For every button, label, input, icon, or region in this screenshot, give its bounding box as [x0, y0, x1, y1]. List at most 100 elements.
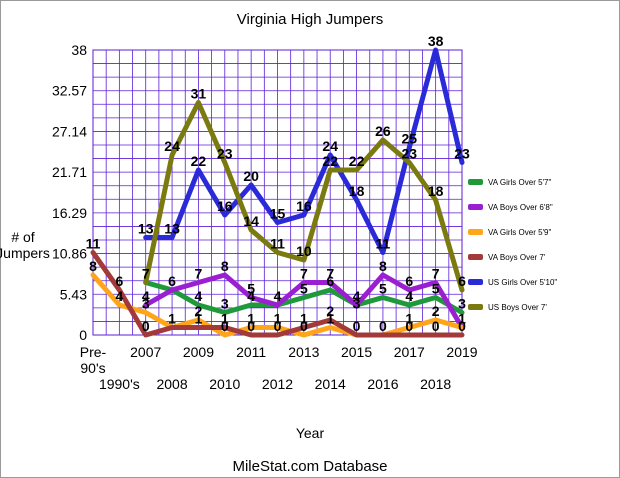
series-line	[143, 100, 465, 293]
data-label: 22	[349, 153, 365, 169]
data-label: 1	[221, 311, 229, 327]
data-label: 24	[322, 138, 338, 154]
data-label: 14	[243, 213, 259, 229]
data-label: 1	[300, 311, 308, 327]
x-tick-label: Pre-90's	[80, 344, 107, 376]
data-label: 38	[428, 33, 444, 49]
data-label: 6	[115, 273, 123, 289]
x-tick-label: 2019	[446, 344, 477, 360]
footer-source: MileStat.com Database	[232, 458, 387, 475]
x-tick-label: 2017	[394, 344, 425, 360]
data-label: 1	[274, 311, 282, 327]
x-tick-label: 2009	[183, 344, 214, 360]
data-label: 6	[405, 273, 413, 289]
x-tick-label: 2018	[420, 376, 451, 392]
data-label: 1	[458, 311, 466, 327]
x-axis-ticks: Pre-90's 2007 2009 2011 2013 2015 2017 2019 1990…	[80, 344, 478, 392]
y-axis-label: # of Jumpers	[0, 229, 50, 261]
data-label: 6	[458, 273, 466, 289]
data-label: 0	[142, 318, 150, 334]
data-label: 8	[89, 258, 97, 274]
legend: VA Girls Over 5'7" VA Boys Over 6'8" VA Gi…	[468, 178, 557, 312]
x-axis-label: Year	[296, 425, 325, 441]
legend-swatch	[468, 279, 483, 285]
x-tick-label: 2012	[262, 376, 293, 392]
y-tick-label: 10.86	[52, 246, 87, 262]
data-label: 26	[375, 123, 391, 139]
data-label: 3	[221, 296, 229, 312]
legend-label: VA Girls Over 5'7"	[488, 178, 552, 187]
legend-swatch	[468, 179, 483, 185]
y-tick-label: 32.57	[52, 83, 87, 99]
data-label: 0	[247, 318, 255, 334]
data-label: 5	[432, 281, 440, 297]
data-label: 2	[326, 303, 334, 319]
data-label: 4	[405, 288, 413, 304]
x-tick-label: 2007	[130, 344, 161, 360]
data-label: 0	[432, 318, 440, 334]
x-tick-label: 2011	[236, 344, 266, 360]
data-label: 11	[270, 236, 285, 252]
legend-label: VA Girls Over 5'9"	[488, 228, 552, 237]
data-label: 1	[195, 311, 203, 327]
series-line	[143, 272, 465, 330]
data-label: 25	[401, 131, 417, 147]
data-label: 1	[326, 311, 334, 327]
data-label: 3	[353, 296, 361, 312]
data-label: 0	[379, 318, 387, 334]
data-label: 0	[221, 318, 229, 334]
x-tick-label: 2010	[209, 376, 240, 392]
y-tick-label: 5.43	[60, 286, 87, 302]
legend-swatch	[468, 304, 483, 310]
data-label: 22	[191, 153, 207, 169]
data-labels: 1186413743024136131227421231683102014541…	[86, 33, 470, 334]
data-label: 4	[274, 288, 282, 304]
data-label: 31	[191, 86, 207, 102]
data-label: 0	[300, 318, 308, 334]
data-label: 23	[401, 146, 417, 162]
chart-title: Virginia High Jumpers	[237, 11, 383, 28]
data-label: 23	[217, 146, 233, 162]
data-label: 22	[322, 153, 338, 169]
data-label: 7	[326, 266, 334, 282]
y-tick-label: 27.14	[52, 123, 87, 139]
data-label: 11	[86, 236, 101, 252]
legend-swatch	[468, 254, 483, 260]
data-label: 10	[296, 243, 312, 259]
data-label: 5	[247, 281, 255, 297]
data-label: 4	[115, 288, 123, 304]
data-label: 1	[168, 311, 176, 327]
data-label: 24	[164, 138, 180, 154]
x-tick-label: 2016	[367, 376, 398, 392]
legend-label: VA Boys Over 7'	[488, 253, 546, 262]
data-label: 5	[379, 281, 387, 297]
data-label: 7	[300, 266, 308, 282]
data-label: 0	[458, 318, 466, 334]
y-tick-label: 16.29	[52, 205, 87, 221]
data-label: 3	[142, 296, 150, 312]
x-tick-label: 2013	[288, 344, 319, 360]
data-label: 16	[296, 198, 312, 214]
data-label: 8	[379, 258, 387, 274]
data-label: 2	[195, 303, 203, 319]
x-tick-label: 2008	[156, 376, 187, 392]
data-label: 4	[195, 288, 203, 304]
series-line	[143, 47, 465, 255]
data-label: 1	[247, 311, 255, 327]
legend-label: US Boys Over 7'	[488, 303, 547, 312]
data-label: 2	[432, 303, 440, 319]
x-tick-label: 2014	[315, 376, 346, 392]
data-label: 7	[142, 266, 150, 282]
data-label: 20	[243, 168, 259, 184]
data-label: 4	[353, 288, 361, 304]
data-label: 13	[138, 221, 154, 237]
series-line	[90, 250, 465, 338]
data-label: 4	[247, 288, 255, 304]
data-label: 6	[168, 273, 176, 289]
legend-swatch	[468, 229, 483, 235]
data-label: 1	[405, 311, 413, 327]
y-axis-ticks: 0 5.43 10.86 16.29 21.71 27.14 32.57 38	[52, 42, 87, 343]
y-tick-label: 21.71	[52, 164, 87, 180]
legend-label: VA Boys Over 6'8"	[488, 203, 553, 212]
